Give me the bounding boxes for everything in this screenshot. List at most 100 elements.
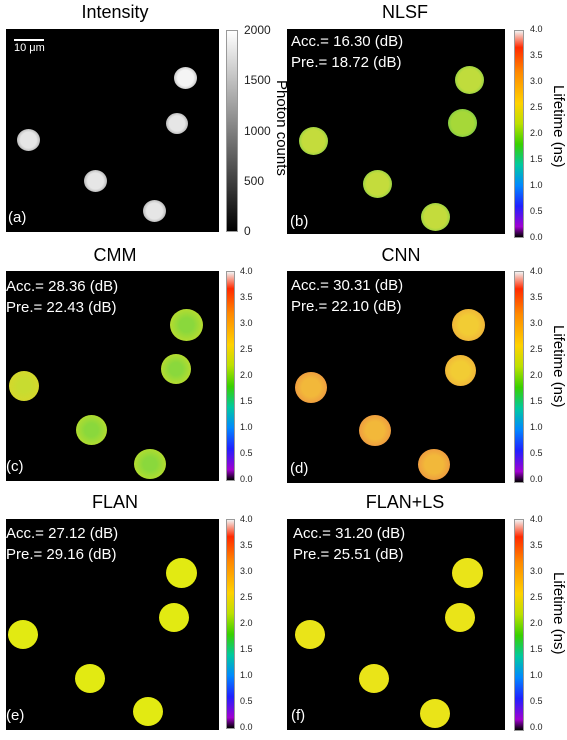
- cbar-tick: 4.0: [240, 514, 253, 524]
- panel-title: FLAN: [91, 492, 138, 512]
- cell: [76, 415, 107, 445]
- lifetime-colorbar: [226, 271, 235, 481]
- colorbar-label: Lifetime (ns): [550, 325, 567, 408]
- cbar-tick: 4.0: [530, 266, 543, 276]
- accuracy-value: Acc.= 16.30 (dB): [291, 33, 404, 50]
- lifetime-colorbar: [514, 519, 524, 731]
- cbar-tick: 4.0: [240, 266, 253, 276]
- cbar-tick: 0.5: [530, 206, 543, 216]
- cbar-tick: 2.5: [530, 102, 543, 112]
- panel-letter: (d): [290, 460, 309, 477]
- cbar-tick: 3.0: [530, 566, 543, 576]
- cbar-tick: 0.0: [240, 722, 253, 732]
- panel-title: Intensity: [81, 2, 149, 22]
- intensity-colorbar: [226, 30, 238, 232]
- cbar-tick: 3.0: [530, 76, 543, 86]
- cbar-tick: 1.5: [530, 644, 543, 654]
- accuracy-value: Acc.= 28.36 (dB): [6, 278, 119, 295]
- cbar-tick: 2000: [244, 23, 271, 37]
- cell: [455, 66, 484, 94]
- cell: [299, 127, 328, 155]
- cbar-tick: 1000: [244, 124, 271, 138]
- lifetime-colorbar: [514, 30, 524, 238]
- cell: [359, 664, 389, 693]
- precision-value: Pre.= 29.16 (dB): [6, 546, 117, 563]
- precision-value: Pre.= 25.51 (dB): [293, 546, 404, 563]
- lifetime-image: Acc.= 28.36 (dB) Pre.= 22.43 (dB) (c): [6, 271, 219, 481]
- lifetime-colorbar: [514, 271, 524, 483]
- cbar-tick: 1.5: [240, 396, 253, 406]
- cbar-tick: 0.0: [240, 474, 253, 484]
- accuracy-value: Acc.= 30.31 (dB): [291, 277, 404, 294]
- cbar-tick: 2.0: [530, 370, 543, 380]
- cbar-tick: 0.0: [530, 232, 543, 242]
- panel-title: CNN: [381, 245, 421, 265]
- cbar-tick: 1.0: [530, 670, 543, 680]
- cell: [166, 558, 197, 588]
- cbar-tick: 1.0: [240, 670, 253, 680]
- cbar-tick: 2.0: [530, 128, 543, 138]
- cbar-tick: 0.5: [240, 696, 253, 706]
- cbar-tick: 1.0: [240, 422, 253, 432]
- panel-letter: (a): [8, 209, 27, 226]
- accuracy-value: Acc.= 31.20 (dB): [293, 525, 406, 542]
- cbar-tick: 2.5: [530, 592, 543, 602]
- cell: [295, 372, 327, 403]
- cell: [448, 109, 477, 137]
- cbar-tick: 2.5: [240, 344, 253, 354]
- panel-title: FLAN+LS: [365, 492, 445, 512]
- cbar-tick: 3.5: [240, 540, 253, 550]
- cbar-tick: 3.0: [240, 566, 253, 576]
- lifetime-colorbar: [226, 519, 235, 729]
- cbar-tick: 3.5: [530, 540, 543, 550]
- lifetime-image: Acc.= 27.12 (dB) Pre.= 29.16 (dB) (e): [6, 519, 219, 730]
- cell: [445, 355, 476, 386]
- cell: [133, 697, 163, 726]
- lifetime-image: Acc.= 31.20 (dB) Pre.= 25.51 (dB) (f): [287, 519, 505, 730]
- cell: [75, 664, 105, 693]
- cbar-tick: 0: [244, 224, 251, 238]
- cell: [359, 415, 391, 446]
- cell: [143, 200, 166, 222]
- cbar-tick: 2.5: [240, 592, 253, 602]
- cell: [166, 113, 188, 134]
- cbar-tick: 1.0: [530, 422, 543, 432]
- cell: [418, 449, 450, 480]
- cell: [134, 449, 166, 479]
- cbar-tick: 0.5: [530, 696, 543, 706]
- cbar-tick: 1.0: [530, 180, 543, 190]
- panel-title: CMM: [93, 245, 137, 265]
- cbar-tick: 0.5: [530, 448, 543, 458]
- cell: [420, 699, 450, 728]
- cbar-tick: 500: [244, 174, 265, 188]
- cbar-tick: 0.0: [530, 722, 543, 732]
- precision-value: Pre.= 22.43 (dB): [6, 299, 117, 316]
- cbar-tick: 2.0: [530, 618, 543, 628]
- scale-bar: [14, 39, 44, 41]
- panel-letter: (e): [6, 707, 25, 724]
- cbar-tick: 3.0: [530, 318, 543, 328]
- cbar-tick: 1500: [244, 73, 271, 87]
- cbar-tick: 3.5: [240, 292, 253, 302]
- cell: [363, 170, 392, 198]
- cbar-tick: 2.5: [530, 344, 543, 354]
- accuracy-value: Acc.= 27.12 (dB): [6, 525, 119, 542]
- cell: [17, 129, 40, 151]
- cell: [84, 170, 107, 192]
- cell: [445, 603, 475, 632]
- precision-value: Pre.= 22.10 (dB): [291, 298, 402, 315]
- cbar-tick: 0.5: [240, 448, 253, 458]
- colorbar-label: Lifetime (ns): [550, 572, 567, 655]
- panel-letter: (b): [290, 213, 309, 230]
- panel-letter: (c): [6, 458, 24, 475]
- panel-title: NLSF: [381, 2, 428, 22]
- cell: [161, 354, 191, 384]
- cell: [452, 309, 485, 341]
- cbar-tick: 2.0: [240, 618, 253, 628]
- lifetime-image: Acc.= 30.31 (dB) Pre.= 22.10 (dB) (d): [287, 271, 505, 483]
- cell: [159, 603, 189, 632]
- cbar-tick: 1.5: [530, 396, 543, 406]
- cbar-tick: 3.5: [530, 292, 543, 302]
- colorbar-label: Lifetime (ns): [550, 85, 567, 168]
- cbar-tick: 4.0: [530, 514, 543, 524]
